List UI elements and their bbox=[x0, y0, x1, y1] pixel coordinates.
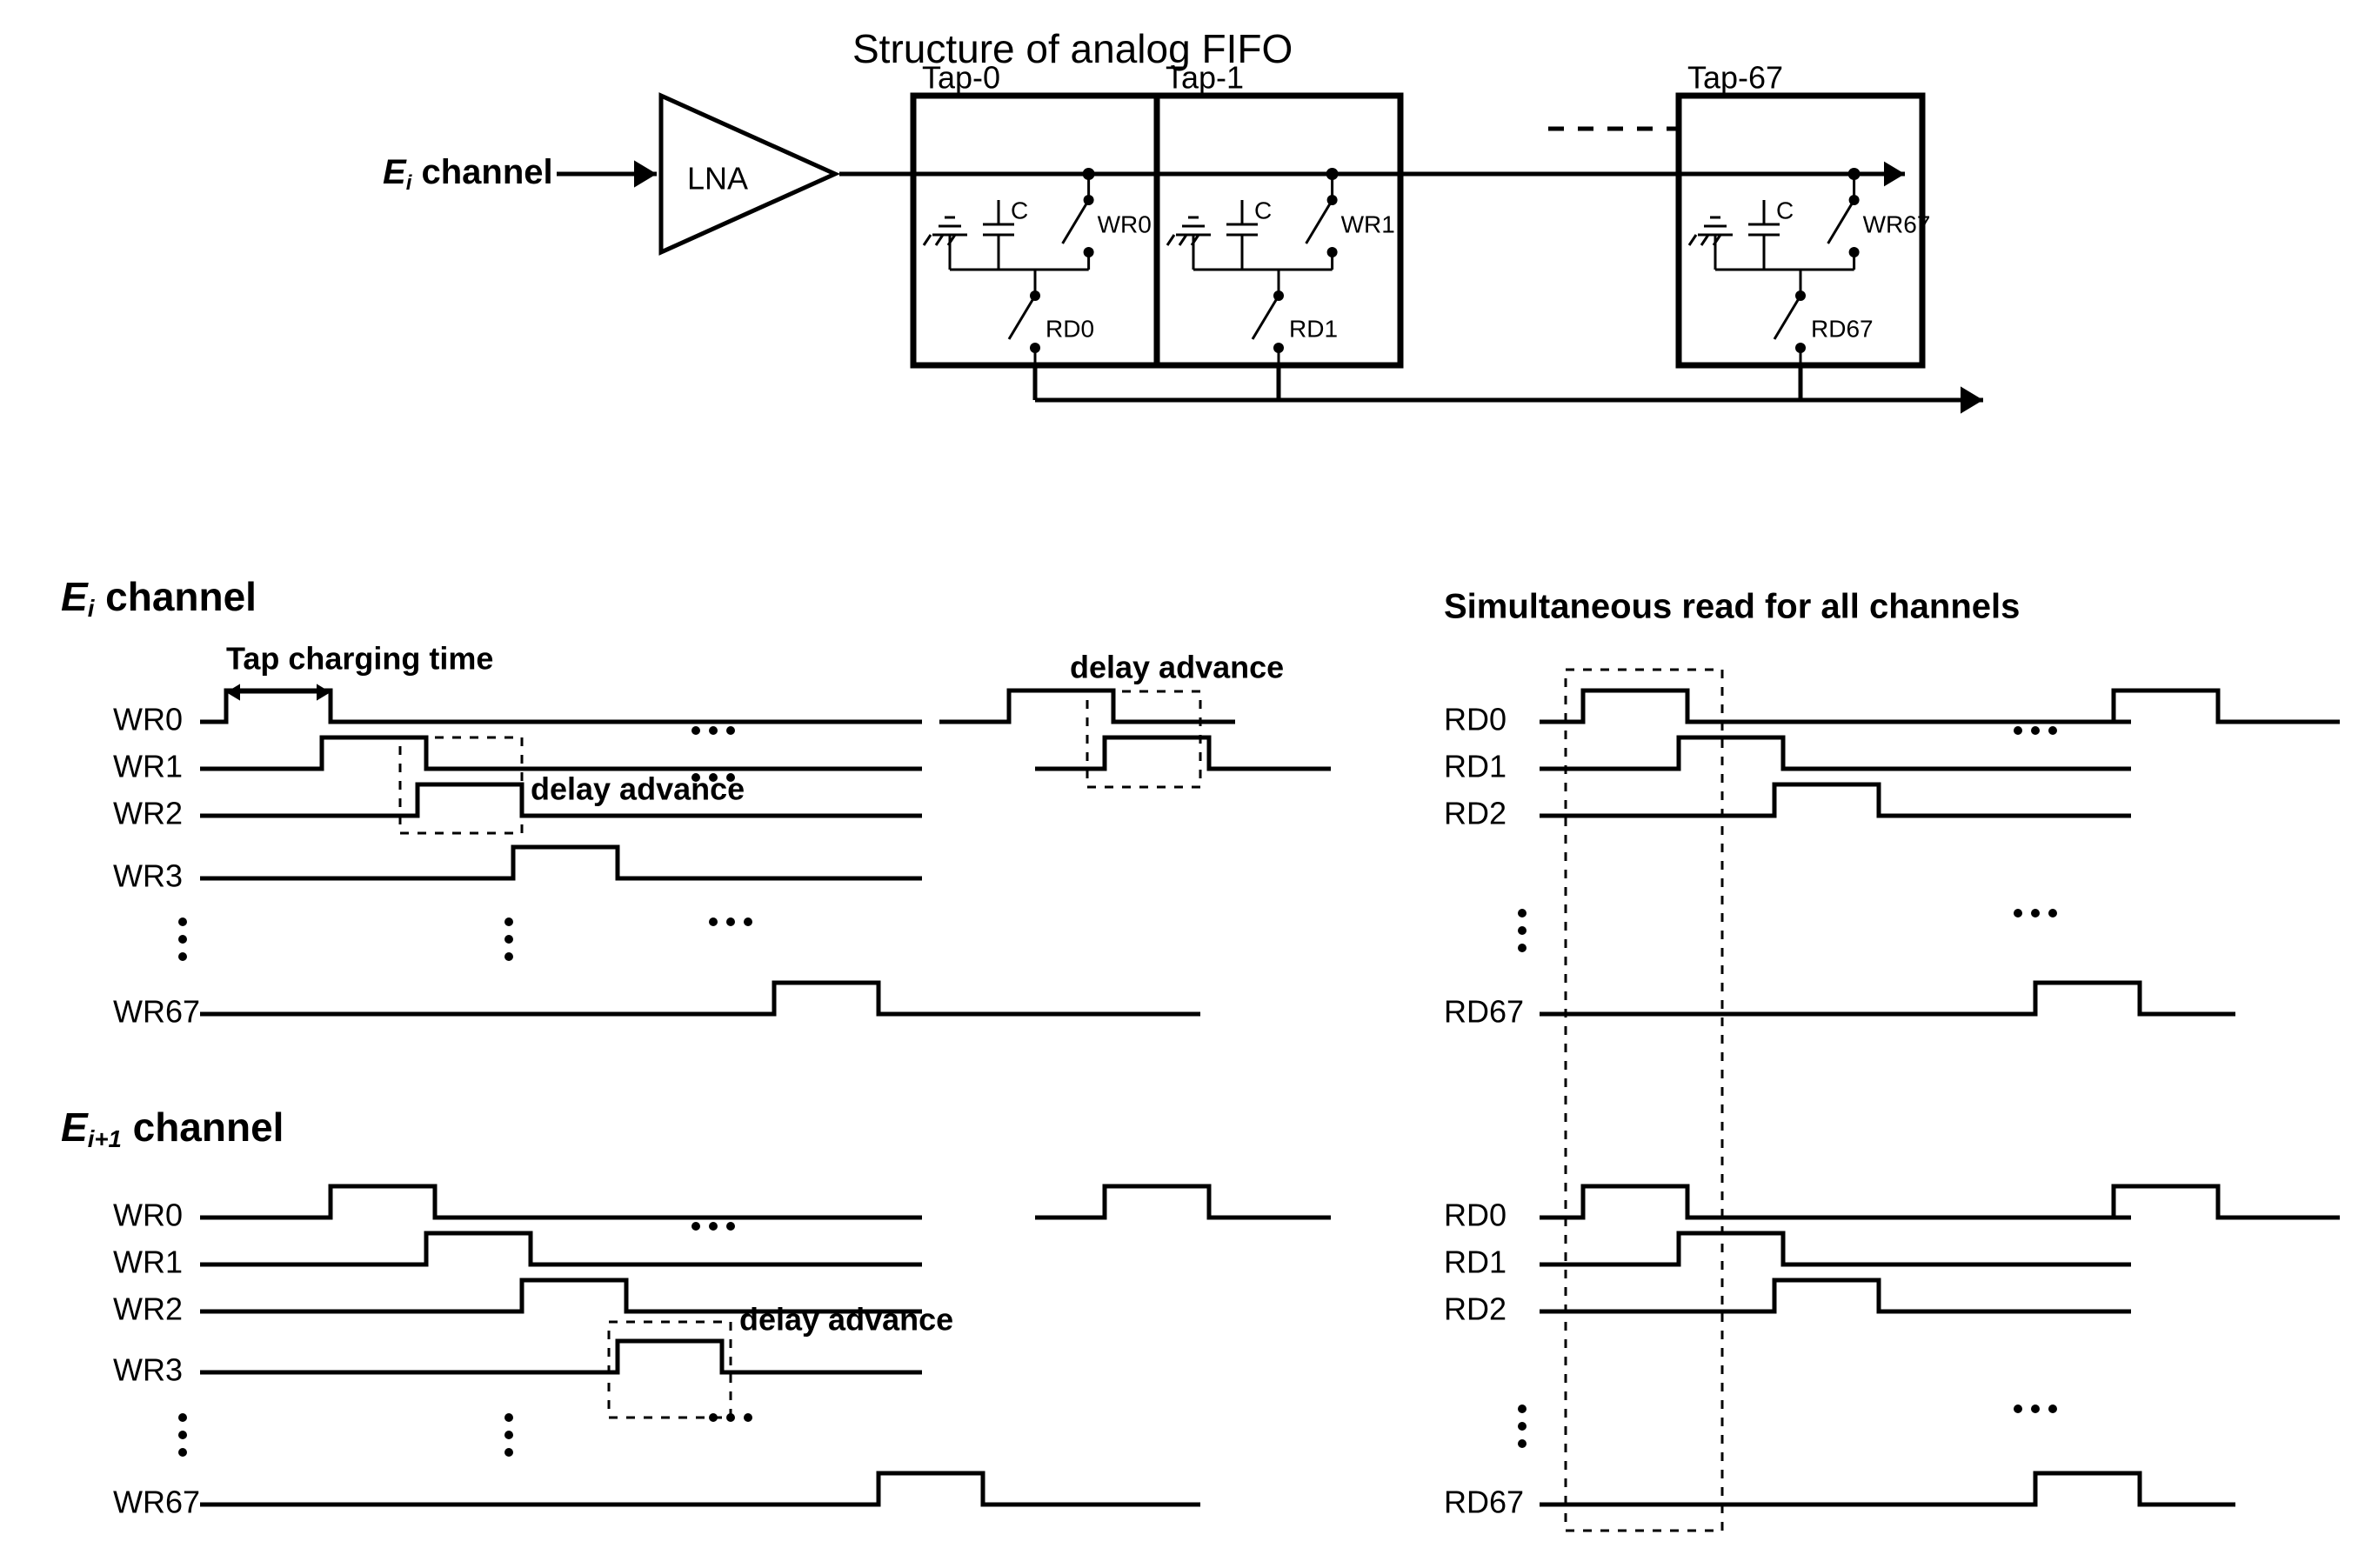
read-timing: Simultaneous read for all channels RD0 RD1… bbox=[1444, 588, 2340, 1531]
svg-text:Ei channel: Ei channel bbox=[61, 574, 257, 622]
write-timing: Ei channel Tap charging time WR0 WR1 WR2 WR3 W… bbox=[61, 574, 1331, 1519]
svg-text:Ei+1 channel: Ei+1 channel bbox=[61, 1104, 284, 1152]
svg-text:RD0: RD0 bbox=[1046, 315, 1094, 342]
svg-text:WR3: WR3 bbox=[113, 1352, 183, 1388]
svg-text:RD0: RD0 bbox=[1444, 702, 1507, 737]
svg-text:Ei channel: Ei channel bbox=[383, 153, 553, 196]
svg-text:Tap charging time: Tap charging time bbox=[226, 641, 493, 677]
svg-text:RD1: RD1 bbox=[1444, 749, 1507, 784]
svg-text:WR2: WR2 bbox=[113, 1291, 183, 1327]
svg-text:RD67: RD67 bbox=[1444, 1485, 1524, 1520]
svg-text:WR2: WR2 bbox=[113, 796, 183, 831]
svg-text:LNA: LNA bbox=[687, 161, 748, 197]
svg-text:WR0: WR0 bbox=[1098, 210, 1152, 237]
svg-text:WR0: WR0 bbox=[113, 1198, 183, 1233]
svg-text:WR67: WR67 bbox=[1863, 210, 1931, 237]
svg-text:delay advance: delay advance bbox=[1070, 650, 1284, 685]
svg-text:delay advance: delay advance bbox=[739, 1302, 953, 1338]
svg-text:WR1: WR1 bbox=[1341, 210, 1395, 237]
svg-text:Tap-1: Tap-1 bbox=[1166, 60, 1244, 96]
svg-text:C: C bbox=[1254, 197, 1272, 224]
svg-text:WR67: WR67 bbox=[113, 1485, 200, 1520]
svg-text:RD2: RD2 bbox=[1444, 796, 1507, 831]
tap: Tap-0 WR0 C RD0 bbox=[913, 60, 1157, 365]
svg-text:RD1: RD1 bbox=[1444, 1244, 1507, 1280]
svg-text:Tap-67: Tap-67 bbox=[1687, 60, 1783, 96]
svg-text:WR67: WR67 bbox=[113, 994, 200, 1030]
svg-text:WR1: WR1 bbox=[113, 749, 183, 784]
svg-text:C: C bbox=[1011, 197, 1028, 224]
svg-text:Simultaneous read for all chan: Simultaneous read for all channels bbox=[1444, 588, 2020, 626]
svg-text:Tap-0: Tap-0 bbox=[922, 60, 1000, 96]
svg-text:RD0: RD0 bbox=[1444, 1198, 1507, 1233]
svg-text:RD67: RD67 bbox=[1444, 994, 1524, 1030]
svg-text:RD67: RD67 bbox=[1811, 315, 1874, 342]
svg-text:WR0: WR0 bbox=[113, 702, 183, 737]
tap: Tap-67 WR67 C RD67 bbox=[1679, 60, 1930, 365]
svg-text:RD1: RD1 bbox=[1289, 315, 1338, 342]
svg-text:WR3: WR3 bbox=[113, 858, 183, 894]
tap: Tap-1 WR1 C RD1 bbox=[1157, 60, 1400, 365]
svg-text:C: C bbox=[1776, 197, 1794, 224]
svg-text:WR1: WR1 bbox=[113, 1244, 183, 1280]
svg-text:RD2: RD2 bbox=[1444, 1291, 1507, 1327]
fifo-structure: Structure of analog FIFOEi channelLNATap… bbox=[383, 26, 1983, 413]
